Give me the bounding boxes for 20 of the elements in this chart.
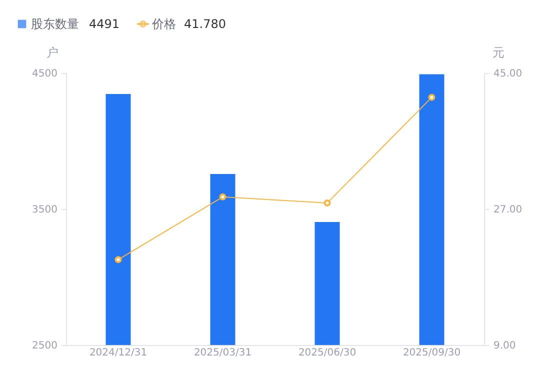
text: 4491	[89, 17, 120, 31]
y2-tick-label: 9.00	[494, 340, 516, 352]
text: 41.780	[184, 17, 226, 31]
y2-tick-label: 27.00	[494, 204, 522, 216]
point	[428, 94, 436, 101]
legend-label: 股东数量	[31, 17, 79, 31]
x-tick-label: 2024/12/31	[89, 348, 148, 358]
x-tick-label: 2025/09/30	[402, 348, 461, 358]
point	[219, 193, 226, 200]
point	[114, 256, 122, 264]
x-tick-label: 2025/06/30	[298, 348, 356, 358]
x-tick-label: 2025/03/31	[194, 348, 252, 358]
y2-tick-label: 45.00	[494, 68, 522, 80]
y-axis-title: 户	[46, 46, 58, 60]
y-tick-label: 4500	[32, 68, 58, 80]
point	[324, 199, 331, 206]
legend-label: 价格	[151, 17, 176, 31]
y2-axis-title: 元	[492, 46, 504, 60]
y-tick-label: 2500	[32, 340, 58, 352]
y-tick-label: 3500	[32, 204, 58, 216]
